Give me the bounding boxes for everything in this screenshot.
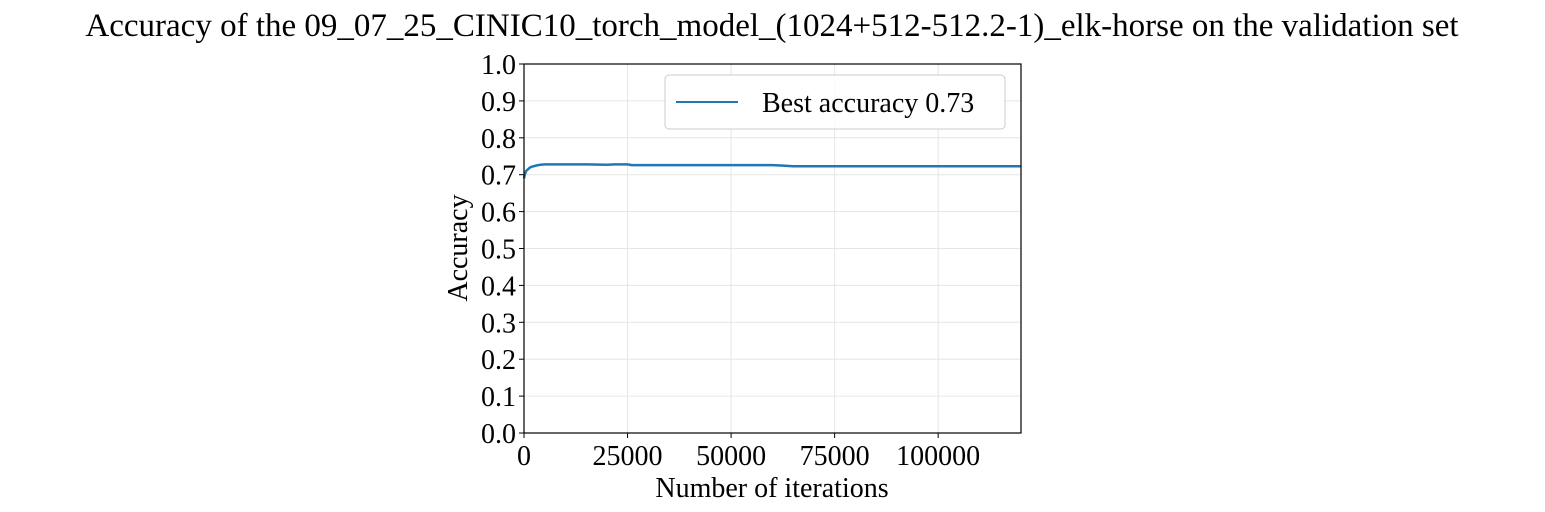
chart-title: Accuracy of the 09_07_25_CINIC10_torch_m… [85,8,1458,44]
y-tick-label: 0.6 [481,198,516,229]
x-axis-ticks: 0 25000 50000 75000 100000 [517,433,980,472]
y-tick-label: 0.4 [481,271,516,302]
y-tick-label: 0.1 [481,382,516,413]
legend: Best accuracy 0.73 [664,74,1006,130]
y-axis-label: Accuracy [443,194,474,301]
series-lines [522,163,1021,179]
y-tick-label: 0.9 [481,87,516,118]
x-tick-label: 75000 [800,441,870,472]
x-tick-label: 0 [517,441,531,472]
y-axis-ticks: 0.0 0.1 0.2 0.3 0.4 0.5 0.6 0.7 0.8 0.9 1.0 [481,50,524,450]
legend-box [664,74,1006,130]
series-line [522,163,1021,179]
y-tick-label: 0.8 [481,124,516,155]
y-tick-label: 0.3 [481,308,516,339]
y-tick-label: 0.5 [481,235,516,266]
legend-label: Best accuracy 0.73 [762,88,974,119]
y-tick-label: 0.2 [481,345,516,376]
x-axis-label: Number of iterations [655,473,888,504]
x-tick-label: 100000 [896,441,980,472]
y-tick-label: 0.0 [481,419,516,450]
x-tick-label: 25000 [593,441,663,472]
x-tick-label: 50000 [696,441,766,472]
y-tick-label: 1.0 [481,50,516,81]
y-tick-label: 0.7 [481,161,516,192]
